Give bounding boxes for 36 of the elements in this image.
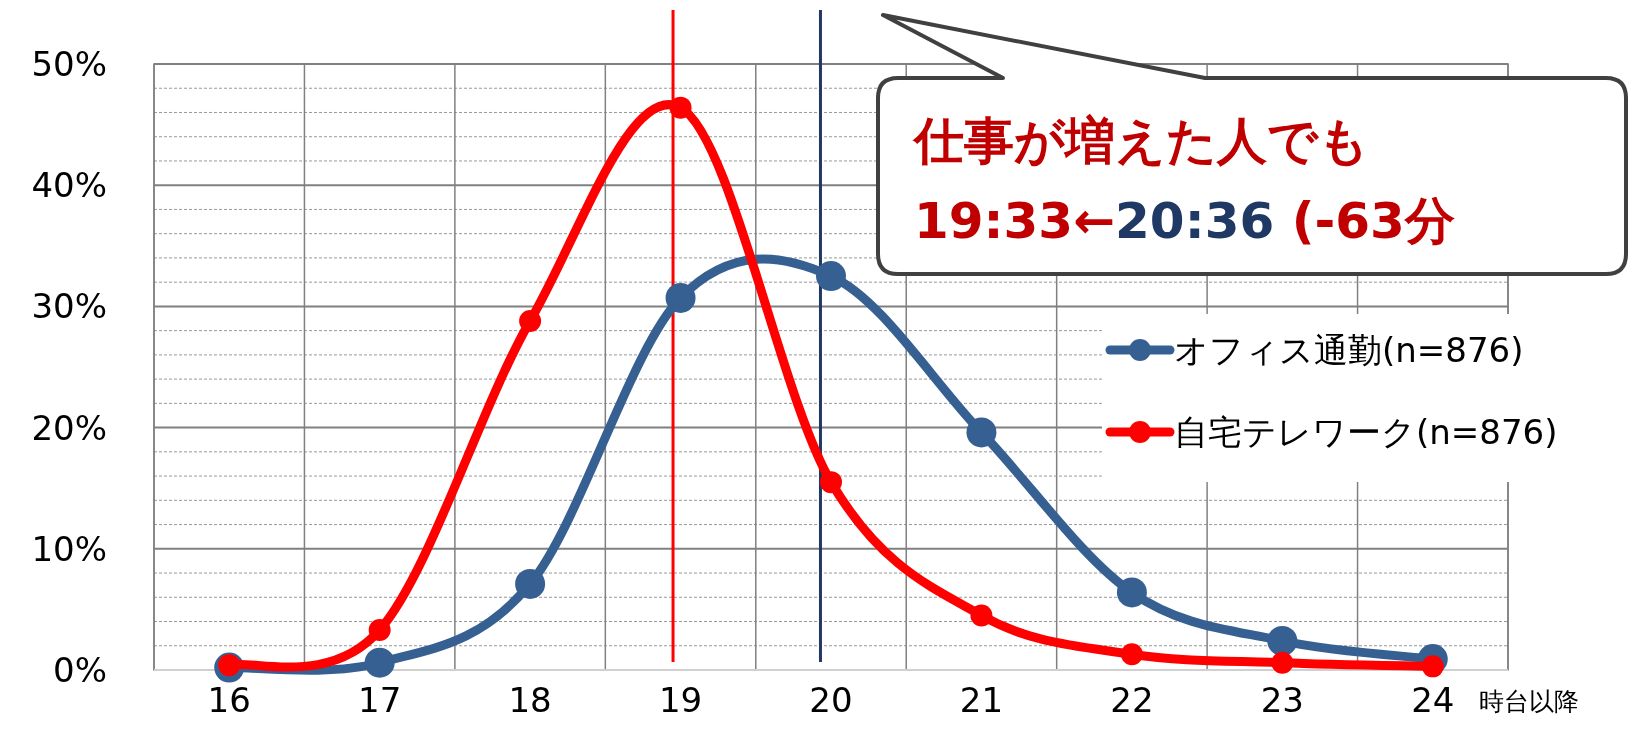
point	[966, 417, 997, 448]
point	[515, 568, 546, 599]
y-tick-label: 40%	[31, 165, 107, 206]
point	[519, 309, 542, 332]
x-axis-title: 時台以降	[1478, 687, 1579, 716]
x-tick-label: 16	[207, 680, 251, 720]
point	[1271, 651, 1294, 674]
annotation: (-63分	[1274, 192, 1455, 250]
point	[665, 282, 696, 313]
point	[669, 96, 692, 119]
point	[364, 647, 395, 678]
legend-label: 自宅テレワーク(n=876)	[1174, 412, 1558, 452]
x-tick-label: 24	[1411, 680, 1455, 720]
legend-label: オフィス通勤(n=876)	[1174, 330, 1524, 370]
point	[1267, 625, 1298, 656]
point	[368, 619, 391, 641]
point	[816, 261, 846, 292]
annotation: 20:36	[1115, 192, 1275, 250]
y-tick-label: 0%	[53, 650, 107, 690]
x-tick-label: 22	[1110, 680, 1154, 720]
x-tick-label: 20	[809, 680, 853, 720]
annotation: 19:33←	[914, 192, 1116, 250]
point	[820, 471, 842, 494]
point	[970, 604, 993, 627]
y-tick-label: 10%	[31, 528, 107, 569]
x-tick-label: 17	[358, 680, 402, 720]
point	[1116, 577, 1147, 608]
annotation: 仕事が増えた人でも	[912, 112, 1369, 170]
point	[1120, 643, 1143, 666]
y-tick-label: 20%	[31, 407, 107, 448]
y-tick-label: 50%	[31, 44, 107, 84]
x-tick-label: 23	[1260, 680, 1304, 720]
x-tick-label: 19	[658, 680, 703, 720]
x-tick-label: 21	[959, 680, 1004, 720]
y-tick-label: 30%	[31, 286, 107, 327]
x-tick-label: 18	[508, 680, 552, 720]
